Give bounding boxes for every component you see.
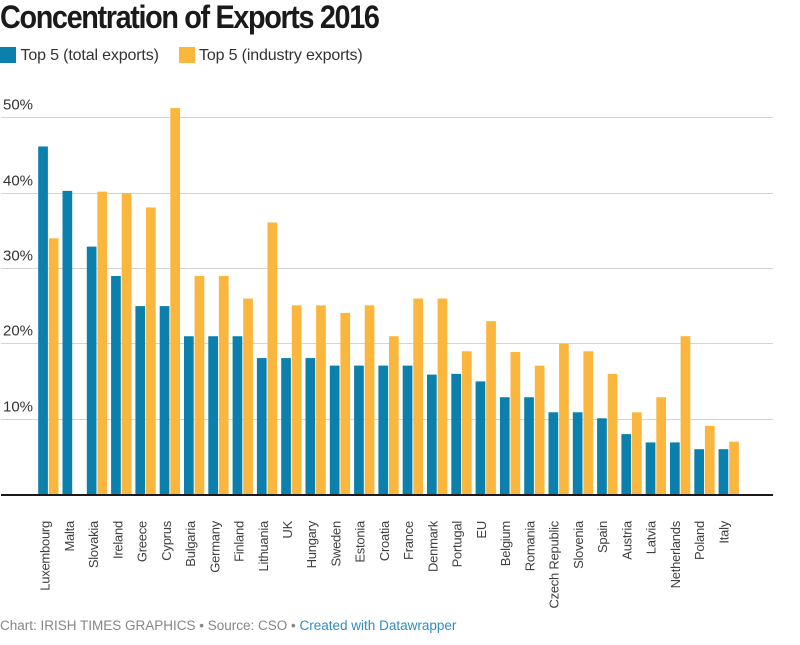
svg-text:Italy: Italy — [716, 520, 731, 543]
svg-text:Netherlands: Netherlands — [668, 520, 683, 588]
svg-text:Sweden: Sweden — [328, 521, 343, 566]
svg-text:20%: 20% — [3, 322, 33, 339]
svg-text:Portugal: Portugal — [450, 521, 465, 568]
svg-text:Finland: Finland — [232, 521, 247, 562]
svg-text:Belgium: Belgium — [498, 521, 513, 566]
svg-text:Croatia: Croatia — [377, 520, 392, 561]
svg-text:30%: 30% — [3, 247, 33, 264]
svg-text:Spain: Spain — [595, 521, 610, 553]
svg-text:10%: 10% — [3, 398, 33, 415]
svg-text:Hungary: Hungary — [304, 520, 319, 568]
svg-text:Slovenia: Slovenia — [571, 520, 586, 569]
svg-text:EU: EU — [474, 521, 489, 539]
svg-text:Czech Republic: Czech Republic — [547, 520, 562, 608]
svg-text:Romania: Romania — [522, 520, 537, 571]
svg-text:Luxembourg: Luxembourg — [38, 521, 53, 591]
svg-text:Poland: Poland — [692, 521, 707, 560]
svg-text:Cyprus: Cyprus — [159, 520, 174, 560]
svg-text:50%: 50% — [3, 96, 33, 113]
svg-text:Latvia: Latvia — [644, 520, 659, 554]
svg-text:Estonia: Estonia — [353, 520, 368, 563]
svg-text:Bulgaria: Bulgaria — [183, 520, 198, 567]
svg-text:Slovakia: Slovakia — [86, 520, 101, 568]
svg-text:Germany: Germany — [207, 520, 222, 572]
svg-text:France: France — [401, 521, 416, 560]
svg-text:Denmark: Denmark — [425, 520, 440, 572]
svg-text:Austria: Austria — [619, 520, 634, 560]
svg-text:Lithuania: Lithuania — [256, 520, 271, 572]
svg-text:UK: UK — [280, 520, 295, 538]
svg-text:Greece: Greece — [135, 521, 150, 562]
svg-text:Malta: Malta — [62, 520, 77, 552]
svg-text:40%: 40% — [3, 172, 33, 189]
svg-text:Ireland: Ireland — [110, 521, 125, 559]
